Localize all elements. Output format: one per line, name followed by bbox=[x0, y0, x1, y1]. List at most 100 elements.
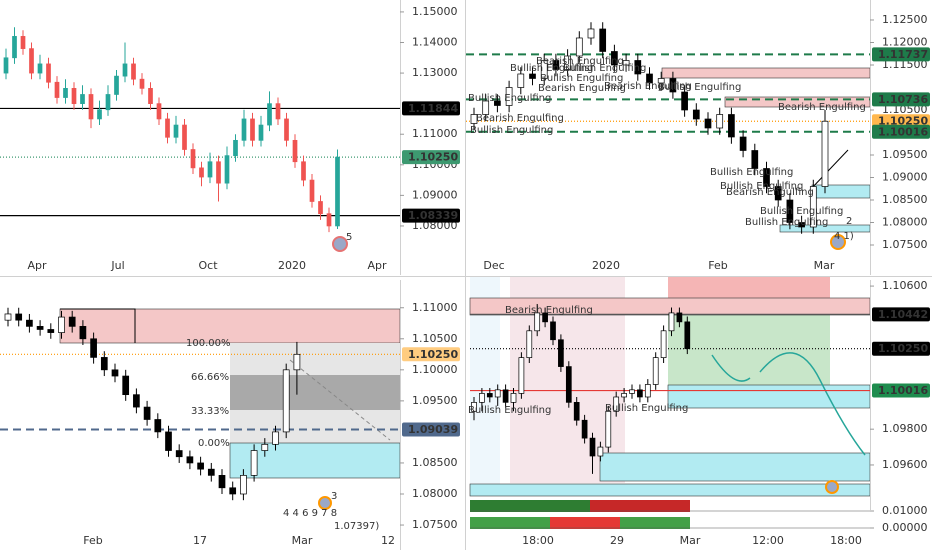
candle-body bbox=[282, 369, 290, 433]
candle-body bbox=[529, 73, 536, 79]
y-tick-label: 1.12000 bbox=[882, 35, 928, 48]
candle-body bbox=[267, 103, 272, 126]
supply-zone bbox=[59, 308, 401, 344]
price-label: 1.10250 bbox=[408, 151, 458, 164]
candle-body bbox=[573, 402, 580, 421]
candle-body bbox=[660, 330, 667, 358]
candle-body bbox=[29, 48, 34, 74]
candle-body bbox=[250, 450, 258, 476]
candle-body bbox=[644, 384, 651, 398]
candle-body bbox=[114, 75, 119, 95]
candle-body bbox=[821, 120, 829, 187]
candle-body bbox=[657, 78, 665, 84]
candle-body bbox=[37, 63, 43, 74]
annotation: Bullish Engulfing bbox=[540, 73, 623, 84]
drawing bbox=[60, 308, 136, 343]
candle-body bbox=[716, 114, 724, 129]
annotation: Bullish Engulfing bbox=[468, 93, 551, 104]
y-tick-label: 1.09000 bbox=[882, 171, 928, 184]
candle-body bbox=[218, 475, 226, 489]
price-label-bg bbox=[402, 101, 460, 116]
candle-body bbox=[233, 139, 238, 156]
annotation: 1.07397) bbox=[334, 521, 379, 532]
x-tick-label: Apr bbox=[27, 259, 47, 272]
x-tick-label: Apr bbox=[367, 259, 387, 272]
x-tick-label: Mar bbox=[680, 534, 701, 547]
price-label: 1.08339 bbox=[408, 209, 458, 222]
annotation: Bearish Engulfing bbox=[476, 113, 564, 124]
candle-body bbox=[111, 369, 119, 377]
annotation: 2 bbox=[846, 216, 852, 227]
candle-body bbox=[80, 94, 85, 105]
annotation: Bullish Engulfing bbox=[658, 82, 741, 93]
candle-body bbox=[646, 73, 653, 84]
supply-zone bbox=[661, 67, 871, 79]
candle-body bbox=[4, 313, 12, 321]
candle-body bbox=[534, 312, 541, 332]
candle-body bbox=[482, 100, 490, 115]
candle-body bbox=[97, 109, 102, 120]
candle-body bbox=[684, 321, 691, 350]
candle-body bbox=[637, 389, 643, 398]
candle-body bbox=[668, 312, 675, 332]
price-label-bg bbox=[872, 307, 930, 322]
candle-body bbox=[470, 114, 478, 124]
y-tick-label: 1.09800 bbox=[882, 422, 928, 435]
icon bbox=[318, 496, 332, 510]
candle-body bbox=[692, 109, 700, 120]
candle-body bbox=[216, 161, 221, 184]
indicator-strip bbox=[470, 517, 550, 529]
icon bbox=[825, 480, 839, 494]
candle-body bbox=[552, 60, 560, 70]
candle-body bbox=[131, 63, 136, 80]
annotation: 4 4 6 9 7 8 bbox=[283, 508, 337, 519]
target-zone bbox=[668, 315, 830, 385]
price-label-bg bbox=[402, 208, 460, 223]
candle-body bbox=[652, 357, 659, 385]
candle-body bbox=[3, 57, 9, 74]
price-label-bg bbox=[872, 47, 930, 62]
candle-body bbox=[292, 139, 298, 163]
candle-body bbox=[199, 167, 204, 178]
candle-body bbox=[510, 393, 517, 403]
price-label-bg bbox=[402, 422, 460, 437]
demand-zone bbox=[469, 483, 871, 497]
candle-body bbox=[133, 394, 140, 408]
candle-body bbox=[68, 316, 76, 327]
candle-body bbox=[26, 319, 33, 327]
candle-body bbox=[197, 462, 204, 470]
x-tick-label: Jul bbox=[110, 259, 124, 272]
candle-body bbox=[564, 55, 571, 70]
candle-body bbox=[258, 124, 264, 141]
candle-body bbox=[309, 179, 315, 202]
candle-body bbox=[526, 330, 533, 358]
candle-body bbox=[613, 396, 620, 412]
candle-body bbox=[318, 201, 323, 215]
candle-body bbox=[605, 410, 612, 448]
drawing bbox=[759, 352, 866, 456]
x-tick-label: Feb bbox=[83, 534, 102, 547]
candle-body bbox=[587, 28, 595, 39]
candle-body bbox=[156, 103, 162, 120]
annotation: Bearish Engulfing bbox=[505, 305, 593, 316]
x-tick-label: Oct bbox=[198, 259, 218, 272]
trend-line bbox=[809, 149, 849, 191]
candle-body bbox=[88, 94, 94, 120]
candle-body bbox=[207, 468, 215, 476]
candle-body bbox=[275, 103, 281, 120]
x-tick-label: 29 bbox=[610, 534, 624, 547]
candle-body bbox=[540, 60, 548, 79]
price-label: 1.10016 bbox=[878, 384, 928, 397]
y-tick-label: 1.07500 bbox=[882, 238, 928, 251]
annotation: 4 1) bbox=[834, 231, 854, 242]
demand-zone bbox=[811, 184, 871, 199]
candle-body bbox=[224, 155, 230, 184]
candle-body bbox=[79, 326, 87, 340]
price-label: 1.10250 bbox=[878, 342, 928, 355]
candle-body bbox=[599, 28, 607, 52]
x-tick-label: Dec bbox=[483, 259, 504, 272]
candle-body bbox=[63, 88, 68, 98]
x-tick-label: Mar bbox=[292, 534, 313, 547]
indicator-strip bbox=[550, 517, 620, 529]
